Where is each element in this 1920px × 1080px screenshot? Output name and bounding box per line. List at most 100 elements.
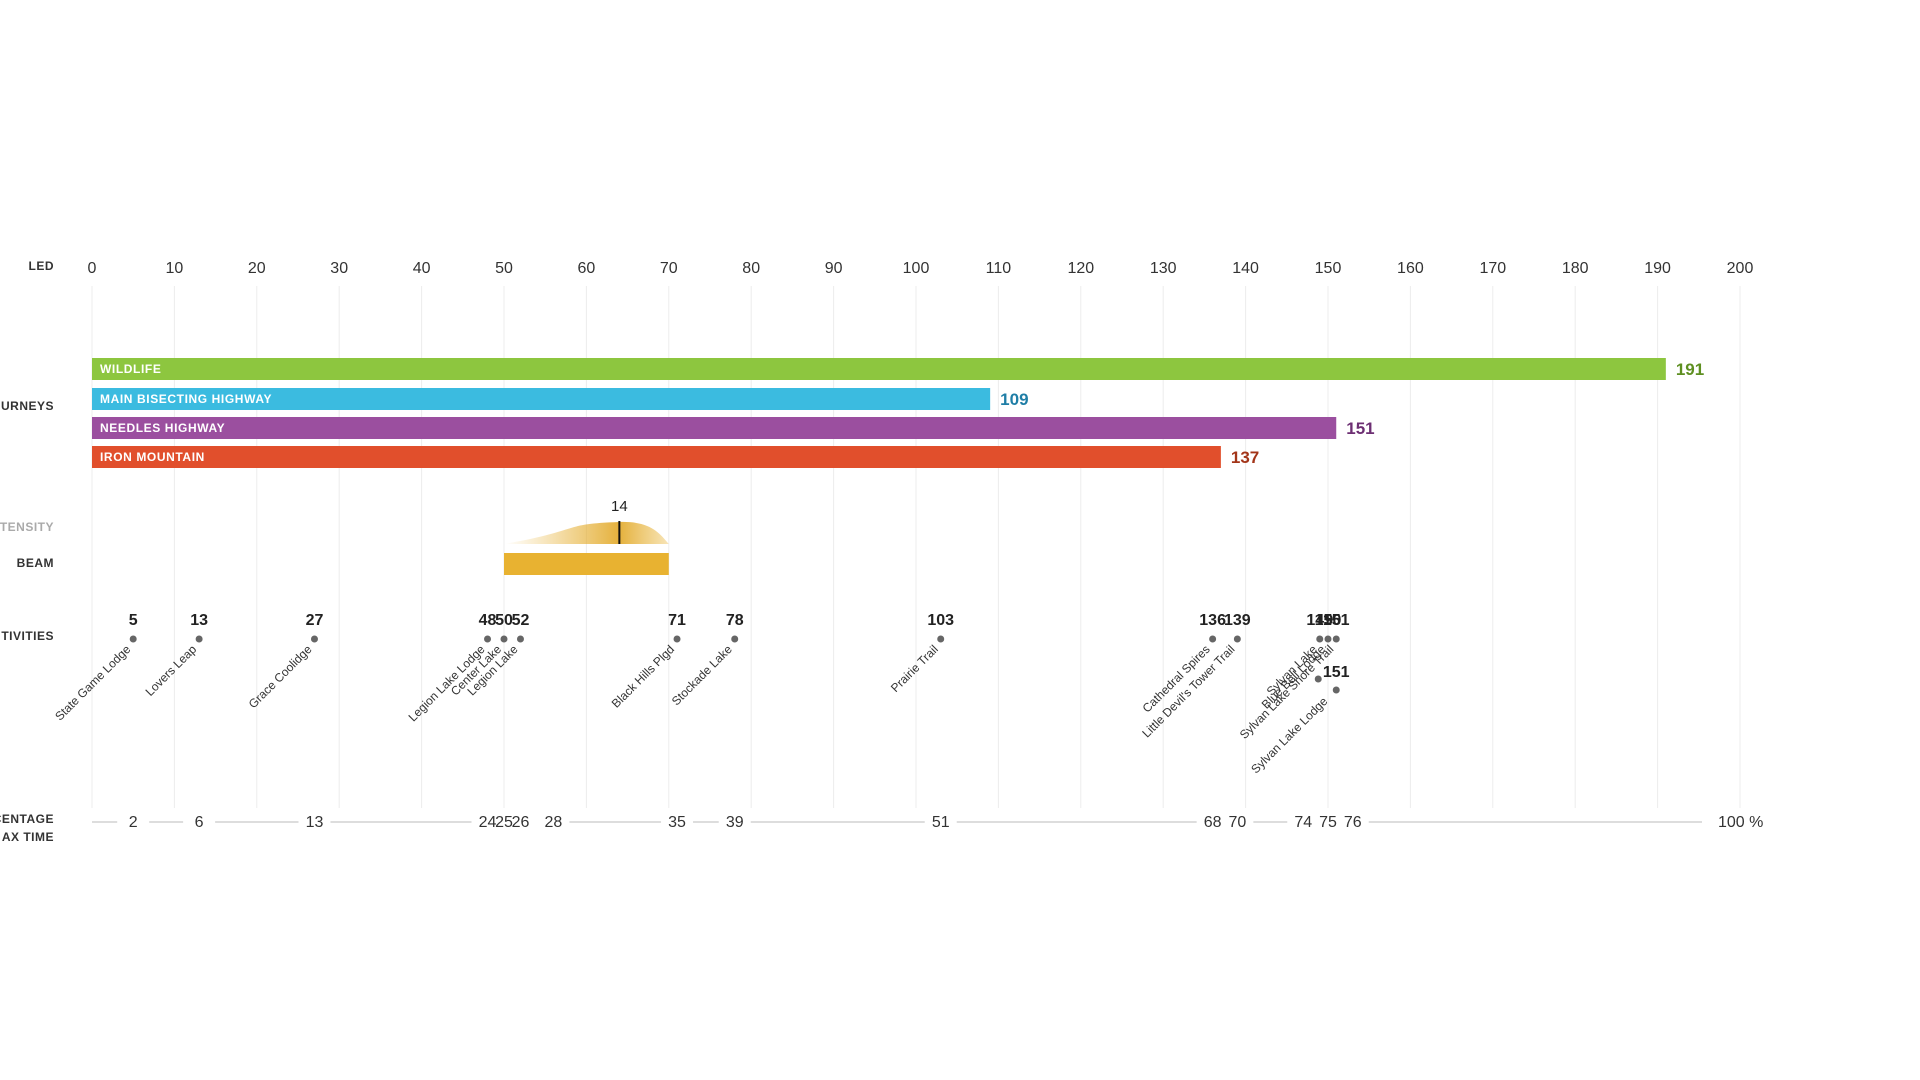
- percentage-mark-label: 13: [306, 814, 324, 831]
- activity-value-label: 78: [726, 612, 744, 629]
- bar-series-label: NEEDLES HIGHWAY: [100, 421, 225, 435]
- activities-group: TIVITIES 5 State Game Lodge 13 Lovers Leap 2…: [1, 612, 1349, 776]
- activity-name-label: Sylvan Lake Lodge: [1248, 694, 1330, 776]
- activity-dot: [1233, 635, 1241, 643]
- percentage-row-label-line1: CENTAGE: [0, 812, 54, 826]
- activity-dot: [1332, 635, 1340, 643]
- percentage-mark-label: 39: [726, 814, 744, 831]
- bar-series-label: MAIN BISECTING HIGHWAY: [100, 392, 272, 406]
- axis-tick-label: 50: [495, 260, 513, 277]
- percentage-mark-label: 35: [668, 814, 686, 831]
- activity-name-label: State Game Lodge: [52, 642, 133, 723]
- axis-tick-label: 200: [1727, 260, 1754, 277]
- activity-dot: [500, 635, 508, 643]
- activity-value-label: 150: [1315, 612, 1342, 629]
- activity-dot: [673, 635, 681, 643]
- axis-tick-label: 70: [660, 260, 678, 277]
- percentage-row-label-line2: AX TIME: [2, 830, 54, 844]
- axis-tick-label: 80: [742, 260, 760, 277]
- journeys-row-label: URNEYS: [1, 399, 54, 413]
- percentage-mark-label: 75: [1319, 814, 1337, 831]
- percentage-mark-label: 2: [129, 814, 138, 831]
- activity-dot: [1209, 635, 1217, 643]
- beam-group: BEAM: [17, 553, 669, 575]
- axis-tick-label: 120: [1067, 260, 1094, 277]
- activity-name-label: Lovers Leap: [143, 642, 200, 699]
- beam-row-label: BEAM: [17, 556, 54, 570]
- percentage-end-label: 100 %: [1718, 814, 1763, 831]
- bar: [92, 446, 1221, 468]
- activity-value-label: 52: [512, 612, 530, 629]
- activity-dot: [310, 635, 318, 643]
- bar: [92, 358, 1666, 380]
- percentage-mark-label: 70: [1228, 814, 1246, 831]
- activity-name-label: Prairie Trail: [888, 642, 941, 695]
- led-axis: LED 0 10 20 30 40 50 60 70 80 90 100 110 120 130 140 15…: [29, 259, 1754, 277]
- percentage-mark-label: 51: [932, 814, 950, 831]
- percentage-mark-label: 6: [195, 814, 204, 831]
- axis-tick-label: 90: [825, 260, 843, 277]
- intensity-value-label: 14: [611, 498, 628, 515]
- intensity-group: TENSITY 14: [0, 498, 669, 544]
- percentage-mark-label: 68: [1204, 814, 1222, 831]
- activity-dot: [484, 635, 492, 643]
- axis-tick-label: 110: [986, 260, 1012, 277]
- intensity-row-label: TENSITY: [0, 520, 54, 534]
- bar-series-label: WILDLIFE: [100, 362, 161, 376]
- bar-value-label: 137: [1231, 448, 1259, 467]
- activity-dot: [1324, 635, 1332, 643]
- activity-value-label: 5: [129, 612, 138, 629]
- axis-tick-label: 0: [88, 260, 97, 277]
- percentage-mark-label: 24: [479, 814, 497, 831]
- activity-dot: [1314, 675, 1322, 683]
- axis-tick-label: 180: [1562, 260, 1589, 277]
- axis-tick-label: 10: [166, 260, 184, 277]
- activity-value-label: 136: [1199, 612, 1226, 629]
- activity-name-label: Grace Coolidge: [246, 642, 315, 711]
- activity-dot: [516, 635, 524, 643]
- activity-value-label: 48: [479, 612, 497, 629]
- axis-tick-label: 190: [1644, 260, 1671, 277]
- percentage-mark-label: 28: [545, 814, 563, 831]
- bar: [92, 388, 991, 410]
- activity-value-label: 103: [927, 612, 954, 629]
- activity-value-label: 139: [1224, 612, 1251, 629]
- activity-dot: [937, 635, 945, 643]
- axis-tick-label: 130: [1150, 260, 1177, 277]
- bar: [92, 417, 1337, 439]
- bar-value-label: 109: [1000, 390, 1028, 409]
- percentage-group: CENTAGE AX TIME 261324252628353951687074…: [0, 812, 1763, 844]
- percentage-mark-label: 74: [1294, 814, 1312, 831]
- axis-tick-label: 100: [903, 260, 930, 277]
- activity-dot: [129, 635, 137, 643]
- axis-tick-label: 30: [330, 260, 348, 277]
- axis-tick-label: 140: [1232, 260, 1259, 277]
- axis-tick-label: 60: [578, 260, 596, 277]
- percentage-mark-label: 25: [495, 814, 513, 831]
- activity-name-label: Stockade Lake: [669, 642, 735, 708]
- percentage-mark-label: 26: [512, 814, 530, 831]
- activity-value-label: 151: [1323, 612, 1350, 629]
- intensity-curve: [504, 521, 669, 544]
- beam-bar: [504, 553, 669, 575]
- activity-dot: [195, 635, 203, 643]
- activity-value-label: 13: [190, 612, 208, 629]
- percentage-mark-label: 76: [1344, 814, 1362, 831]
- bar-series-label: IRON MOUNTAIN: [100, 450, 205, 464]
- activity-value-label: 151: [1323, 664, 1350, 681]
- axis-tick-label: 170: [1479, 260, 1506, 277]
- activities-row-label: TIVITIES: [1, 629, 54, 643]
- bar-value-label: 191: [1676, 360, 1704, 379]
- activity-name-label: Black Hills Plgd: [609, 642, 677, 710]
- activity-dot: [731, 635, 739, 643]
- journeys-group: URNEYS WILDLIFE 191 MAIN BISECTING HIGHWAY…: [1, 358, 1704, 468]
- activity-dot: [1332, 686, 1340, 694]
- activity-value-label: 149: [1306, 612, 1333, 629]
- axis-tick-label: 160: [1397, 260, 1424, 277]
- activity-value-label: 27: [306, 612, 324, 629]
- bar-value-label: 151: [1346, 419, 1374, 438]
- activity-dot: [1316, 635, 1324, 643]
- activity-value-label: 50: [495, 612, 513, 629]
- axis-label: LED: [29, 259, 55, 273]
